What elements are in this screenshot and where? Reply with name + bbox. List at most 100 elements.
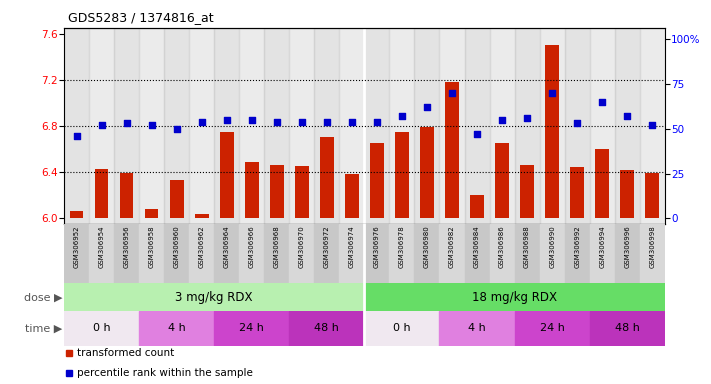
Text: GSM306956: GSM306956 [124, 226, 129, 268]
Bar [615, 224, 640, 283]
Bar [320, 137, 333, 218]
Point [346, 119, 358, 125]
Bar [214, 311, 289, 346]
Bar [540, 224, 565, 283]
Bar [170, 180, 183, 218]
Text: 0 h: 0 h [92, 323, 110, 333]
Point [572, 120, 583, 126]
Text: GSM306976: GSM306976 [374, 226, 380, 268]
Text: 4 h: 4 h [468, 323, 486, 333]
Bar [264, 224, 289, 283]
Bar [520, 165, 534, 218]
Text: 3 mg/kg RDX: 3 mg/kg RDX [176, 291, 253, 304]
Bar [314, 224, 339, 283]
Text: GDS5283 / 1374816_at: GDS5283 / 1374816_at [68, 11, 213, 24]
Bar [164, 224, 189, 283]
Text: GSM306970: GSM306970 [299, 226, 305, 268]
Bar [495, 143, 509, 218]
Point [471, 131, 483, 137]
Bar [640, 28, 665, 224]
Bar [214, 28, 239, 224]
Bar [589, 28, 615, 224]
Point [521, 115, 533, 121]
Bar [395, 132, 409, 218]
Bar [64, 224, 89, 283]
Bar [70, 211, 83, 218]
Bar [239, 224, 264, 283]
Bar [139, 224, 164, 283]
Point [171, 126, 182, 132]
Text: GSM306996: GSM306996 [624, 226, 630, 268]
Text: 24 h: 24 h [540, 323, 565, 333]
Text: GSM306998: GSM306998 [649, 226, 656, 268]
Text: GSM306980: GSM306980 [424, 226, 430, 268]
Text: GSM306992: GSM306992 [574, 226, 580, 268]
Text: GSM306964: GSM306964 [224, 226, 230, 268]
Point [321, 119, 333, 125]
Bar [95, 169, 108, 218]
Bar [439, 224, 464, 283]
Bar [490, 224, 515, 283]
Bar [189, 224, 214, 283]
Bar [545, 45, 559, 218]
Bar [615, 28, 640, 224]
Bar [415, 28, 439, 224]
Text: 24 h: 24 h [240, 323, 264, 333]
Bar [370, 143, 384, 218]
Bar [119, 173, 134, 218]
Bar [64, 283, 365, 311]
Bar [264, 28, 289, 224]
Bar [589, 224, 615, 283]
Text: GSM306982: GSM306982 [449, 226, 455, 268]
Point [496, 117, 508, 123]
Text: GSM306962: GSM306962 [198, 226, 205, 268]
Bar [565, 28, 589, 224]
Bar [139, 311, 214, 346]
Bar [595, 149, 609, 218]
Bar [195, 214, 208, 218]
Point [371, 119, 383, 125]
Bar [339, 224, 364, 283]
Bar [270, 165, 284, 218]
Bar [139, 28, 164, 224]
Bar [464, 28, 490, 224]
Text: GSM306994: GSM306994 [599, 226, 605, 268]
Bar [164, 28, 189, 224]
Bar [64, 28, 89, 224]
Bar [365, 311, 439, 346]
Bar [245, 162, 259, 218]
Bar [621, 170, 634, 218]
Text: 48 h: 48 h [615, 323, 640, 333]
Point [71, 133, 82, 139]
Bar [89, 224, 114, 283]
Text: 18 mg/kg RDX: 18 mg/kg RDX [472, 291, 557, 304]
Text: transformed count: transformed count [77, 348, 174, 358]
Bar [390, 28, 415, 224]
Point [196, 119, 208, 125]
Point [121, 120, 132, 126]
Bar [470, 195, 484, 218]
Text: 4 h: 4 h [168, 323, 186, 333]
Bar [490, 28, 515, 224]
Text: GSM306972: GSM306972 [324, 226, 330, 268]
Text: time ▶: time ▶ [26, 323, 63, 333]
Bar [64, 311, 139, 346]
Point [621, 113, 633, 119]
Bar [114, 224, 139, 283]
Bar [314, 28, 339, 224]
Point [296, 119, 307, 125]
Bar [145, 209, 159, 218]
Bar [515, 311, 589, 346]
Bar [289, 311, 365, 346]
Bar [89, 28, 114, 224]
Point [271, 119, 282, 125]
Bar [339, 28, 364, 224]
Bar [464, 224, 490, 283]
Text: GSM306960: GSM306960 [173, 226, 180, 268]
Point [597, 99, 608, 105]
Bar [646, 173, 659, 218]
Bar [415, 224, 439, 283]
Bar [114, 28, 139, 224]
Text: GSM306986: GSM306986 [499, 226, 505, 268]
Point [422, 104, 433, 110]
